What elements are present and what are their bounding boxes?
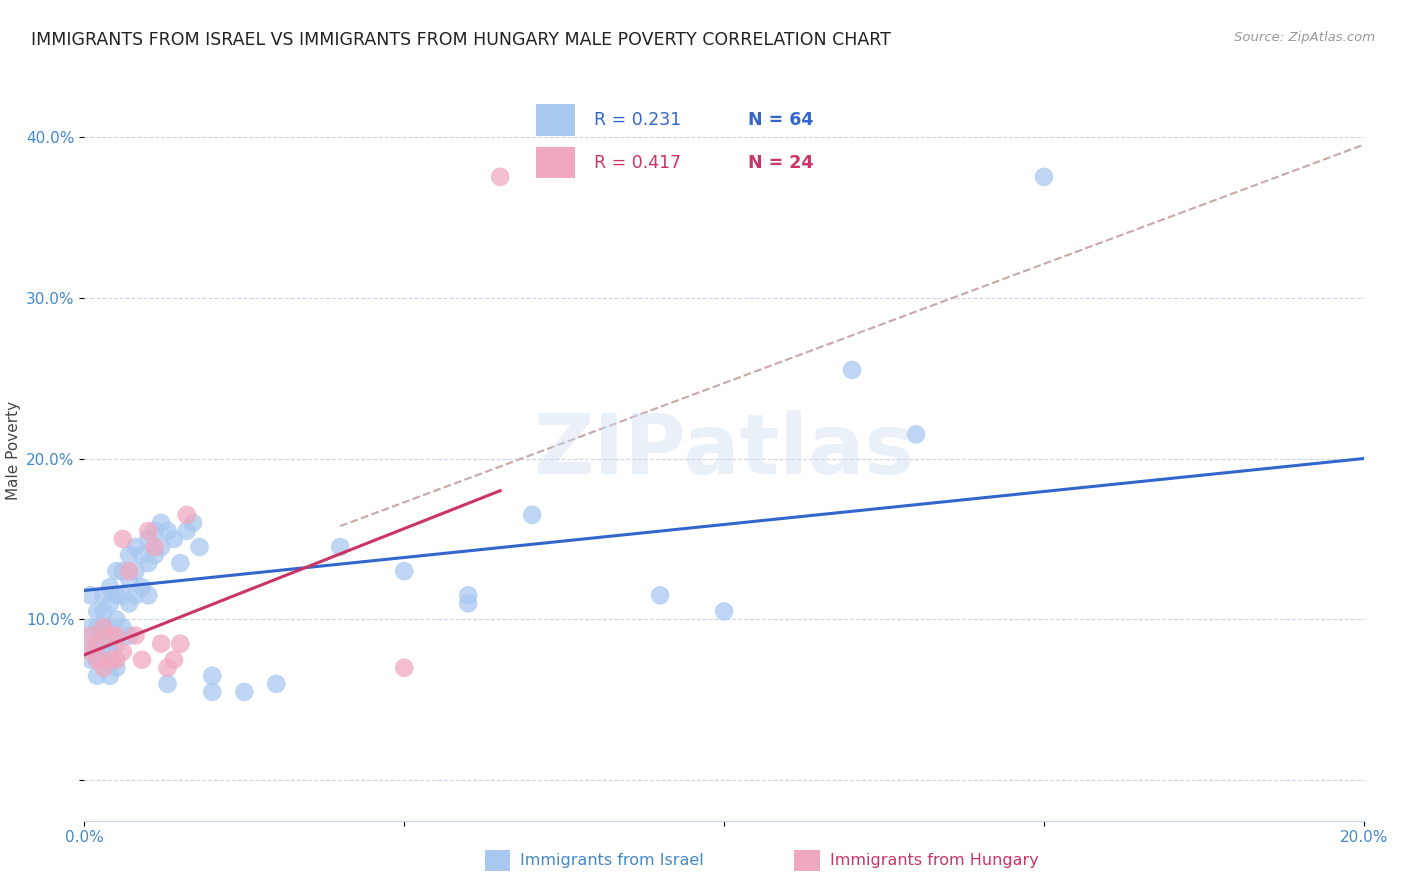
Point	[86, 604, 108, 618]
Point	[489, 169, 512, 184]
Point	[80, 628, 103, 642]
Point	[80, 645, 103, 659]
Point	[124, 628, 146, 642]
Point	[201, 685, 224, 699]
Point	[93, 637, 115, 651]
Point	[86, 637, 108, 651]
Point	[143, 548, 166, 562]
Text: ZIPatlas: ZIPatlas	[534, 410, 914, 491]
Point	[98, 628, 121, 642]
Point	[131, 580, 153, 594]
Point	[105, 653, 128, 667]
Point	[105, 637, 128, 651]
Point	[118, 564, 141, 578]
Point	[93, 620, 115, 634]
Point	[648, 588, 672, 602]
Text: Immigrants from Hungary: Immigrants from Hungary	[830, 854, 1038, 868]
Point	[457, 596, 479, 610]
Point	[98, 596, 121, 610]
Point	[86, 653, 108, 667]
Point	[80, 637, 103, 651]
Text: IMMIGRANTS FROM ISRAEL VS IMMIGRANTS FROM HUNGARY MALE POVERTY CORRELATION CHART: IMMIGRANTS FROM ISRAEL VS IMMIGRANTS FRO…	[31, 31, 891, 49]
Point	[188, 540, 211, 554]
Point	[118, 572, 141, 586]
Point	[163, 532, 186, 546]
Point	[93, 620, 115, 634]
Point	[156, 524, 179, 538]
Point	[156, 677, 179, 691]
Point	[163, 653, 186, 667]
Point	[80, 620, 103, 634]
Point	[105, 612, 128, 626]
Point	[98, 645, 121, 659]
Point	[93, 604, 115, 618]
Point	[176, 524, 198, 538]
Point	[131, 548, 153, 562]
Point	[86, 637, 108, 651]
Point	[98, 620, 121, 634]
Point	[105, 588, 128, 602]
Point	[93, 588, 115, 602]
Point	[80, 653, 103, 667]
Point	[105, 628, 128, 642]
Point	[905, 427, 928, 442]
Point	[264, 677, 288, 691]
Point	[1032, 169, 1054, 184]
Point	[118, 628, 141, 642]
Point	[394, 661, 416, 675]
Point	[169, 556, 191, 570]
Point	[150, 516, 173, 530]
Point	[86, 620, 108, 634]
Point	[150, 540, 173, 554]
Point	[329, 540, 352, 554]
Point	[124, 540, 146, 554]
Point	[138, 556, 160, 570]
Point	[156, 661, 179, 675]
Point	[131, 653, 153, 667]
Point	[841, 363, 863, 377]
Point	[124, 564, 146, 578]
Point	[93, 653, 115, 667]
Point	[143, 540, 166, 554]
Point	[98, 580, 121, 594]
Point	[176, 508, 198, 522]
Point	[118, 548, 141, 562]
Point	[124, 588, 146, 602]
Point	[111, 645, 134, 659]
Point	[138, 524, 160, 538]
Point	[86, 669, 108, 683]
Point	[181, 516, 204, 530]
Y-axis label: Male Poverty: Male Poverty	[6, 401, 21, 500]
Point	[138, 532, 160, 546]
Point	[111, 588, 134, 602]
Point	[111, 532, 134, 546]
Point	[118, 596, 141, 610]
Point	[86, 653, 108, 667]
Point	[143, 524, 166, 538]
Point	[93, 661, 115, 675]
Text: Immigrants from Israel: Immigrants from Israel	[520, 854, 704, 868]
Point	[713, 604, 735, 618]
Point	[169, 637, 191, 651]
Point	[105, 564, 128, 578]
Point	[111, 564, 134, 578]
Point	[457, 588, 479, 602]
Point	[150, 637, 173, 651]
Point	[522, 508, 544, 522]
Point	[98, 669, 121, 683]
Point	[394, 564, 416, 578]
Point	[111, 620, 134, 634]
Point	[138, 588, 160, 602]
Point	[233, 685, 256, 699]
Point	[201, 669, 224, 683]
Point	[105, 661, 128, 675]
Point	[80, 588, 103, 602]
Text: Source: ZipAtlas.com: Source: ZipAtlas.com	[1234, 31, 1375, 45]
Point	[98, 653, 121, 667]
